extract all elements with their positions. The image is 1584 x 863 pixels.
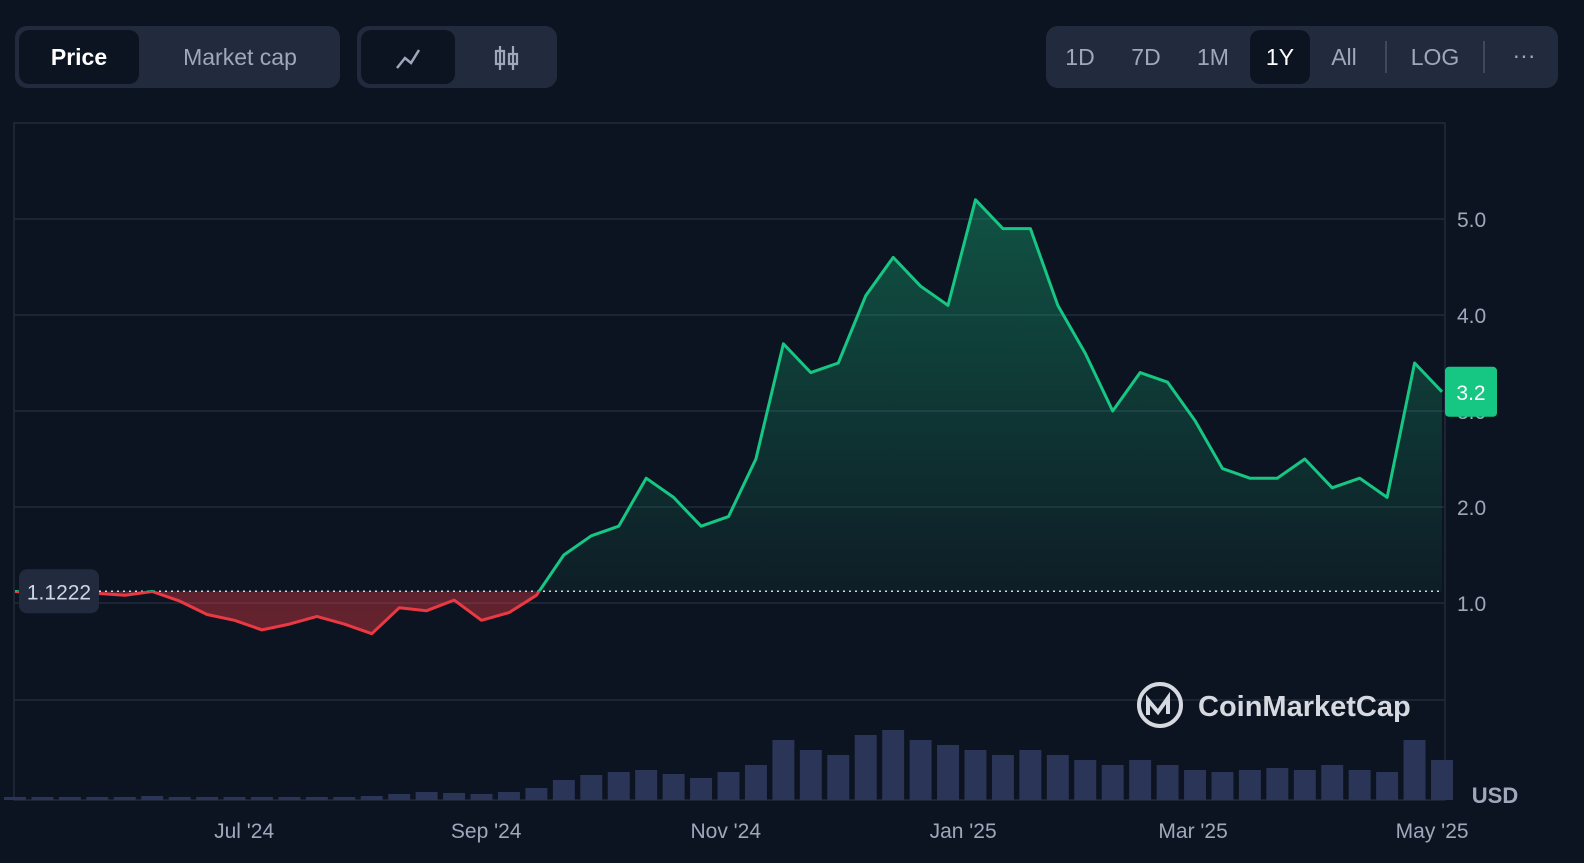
volume-bar — [580, 775, 603, 800]
x-tick-label: Mar '25 — [1158, 820, 1227, 843]
volume-bar — [690, 778, 713, 800]
volume-bar — [1376, 772, 1399, 800]
range-button[interactable]: 1M — [1197, 44, 1229, 70]
price-label-bg — [1445, 366, 1497, 417]
volume-bar — [388, 794, 411, 800]
volume-bar — [1321, 765, 1344, 800]
price-line-down — [14, 591, 541, 636]
line-button[interactable] — [361, 30, 455, 84]
volume-bar — [717, 772, 740, 800]
volume-bar — [113, 797, 136, 800]
volume-bar — [196, 797, 219, 800]
tab-active[interactable] — [19, 30, 139, 84]
volume-bar — [1403, 740, 1426, 800]
volume-bar — [1238, 770, 1261, 800]
range-button[interactable]: 7D — [1131, 44, 1160, 70]
volume-bar — [937, 745, 960, 800]
volume-bar — [305, 797, 328, 800]
volume-bar — [1266, 768, 1289, 800]
volume-bar — [1348, 770, 1371, 800]
volume-bar — [607, 772, 630, 800]
volume-bar — [964, 750, 987, 800]
range-active[interactable] — [1250, 30, 1310, 84]
y-tick-label: 4.0 — [1457, 305, 1486, 328]
range-button[interactable]: 1D — [1065, 44, 1094, 70]
line-icon — [396, 49, 421, 69]
more-button[interactable]: ··· — [1513, 42, 1536, 68]
volume-bar — [333, 797, 356, 800]
y-tick-label: 5.0 — [1457, 209, 1486, 232]
volume-bar — [1129, 760, 1152, 800]
x-tick-label: Jan '25 — [930, 820, 997, 843]
watermark-text: CoinMarketCap — [1198, 691, 1411, 723]
watermark: CoinMarketCap — [1137, 682, 1411, 728]
volume-bar — [497, 792, 520, 800]
y-tick-label: 2.0 — [1457, 497, 1486, 520]
volume-bar — [991, 755, 1014, 800]
log-button[interactable]: LOG — [1411, 44, 1460, 70]
volume-bar — [552, 780, 575, 800]
tab-price[interactable]: Price — [51, 44, 107, 70]
volume-bar — [827, 755, 850, 800]
area-up — [539, 199, 1442, 592]
volume-bar — [141, 796, 164, 800]
x-tick-label: May '25 — [1396, 820, 1469, 843]
baseline-label-bg — [19, 569, 99, 614]
volume-bar — [1046, 755, 1069, 800]
volume-bar — [1211, 772, 1234, 800]
range-button[interactable]: All — [1331, 44, 1357, 70]
volume-bar — [1101, 765, 1124, 800]
volume-bar — [278, 797, 301, 800]
volume-bar — [882, 730, 905, 800]
volume-bar — [772, 740, 795, 800]
volume-bar — [1293, 770, 1316, 800]
volume-bar — [744, 765, 767, 800]
volume-bar — [360, 796, 383, 800]
volume-bar — [909, 740, 932, 800]
price-label: 3.2 — [1456, 382, 1485, 405]
volume-bar — [1431, 760, 1453, 800]
volume-bar — [415, 792, 438, 800]
volume-bar — [86, 797, 109, 800]
volume-bar — [470, 794, 493, 800]
volume-bar — [58, 797, 81, 800]
volume-bar — [854, 735, 877, 800]
currency-label: USD — [1472, 783, 1518, 808]
candle-icon[interactable] — [494, 46, 519, 70]
volume-bar — [223, 797, 246, 800]
volume-bar — [635, 770, 658, 800]
volume-bar — [4, 797, 26, 800]
volume-bar — [443, 793, 466, 800]
tab-market-cap[interactable]: Market cap — [183, 44, 297, 70]
x-tick-label: Sep '24 — [451, 820, 522, 843]
volume-bar — [1019, 750, 1042, 800]
volume-bar — [1184, 770, 1206, 800]
volume-bar — [168, 797, 191, 800]
y-tick-label: 1.0 — [1457, 593, 1486, 616]
volume-bar — [662, 774, 685, 800]
volume-bar — [1074, 760, 1097, 800]
price-line-up — [15, 198, 1444, 592]
x-tick-label: Jul '24 — [214, 820, 274, 843]
volume-bar — [525, 788, 548, 800]
volume-bar — [799, 750, 822, 800]
volume-bar — [31, 797, 54, 800]
x-tick-label: Nov '24 — [690, 820, 761, 843]
baseline-label: 1.1222 — [27, 581, 91, 604]
volume-bar — [251, 797, 273, 800]
volume-bar — [1156, 765, 1179, 800]
range-button[interactable]: 1Y — [1266, 44, 1294, 70]
area-down — [15, 591, 1442, 634]
